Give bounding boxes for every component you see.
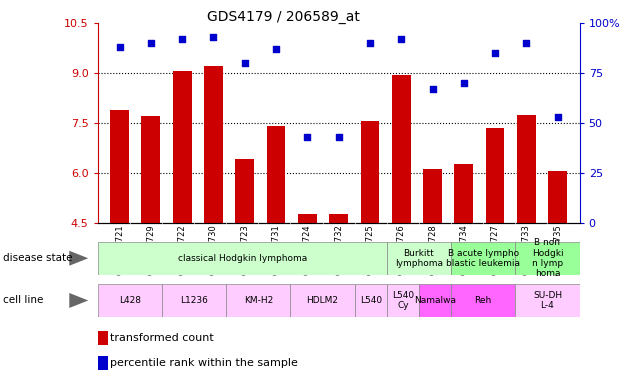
Bar [98,356,108,370]
Bar [355,284,387,317]
Bar [454,164,473,223]
Point [177,36,187,42]
Bar [226,284,290,317]
Bar [290,284,355,317]
Text: L540
Cy: L540 Cy [392,291,414,310]
Bar [236,159,254,223]
Bar [387,284,419,317]
Bar [548,171,567,223]
Bar [173,71,192,223]
Bar [451,284,515,317]
Polygon shape [69,251,88,266]
Point [239,60,249,66]
Bar [419,284,451,317]
Text: B acute lympho
blastic leukemia: B acute lympho blastic leukemia [446,248,520,268]
Bar [329,214,348,223]
Polygon shape [69,293,88,308]
Bar [451,242,515,275]
Text: cell line: cell line [3,295,43,306]
Point [490,50,500,56]
Text: disease state: disease state [3,253,72,263]
Bar [98,331,108,345]
Text: KM-H2: KM-H2 [244,296,273,305]
Point [522,40,532,46]
Point [146,40,156,46]
Point [553,114,563,120]
Bar [515,242,580,275]
Point [365,40,375,46]
Text: SU-DH
L-4: SU-DH L-4 [533,291,562,310]
Bar [142,116,160,223]
Text: transformed count: transformed count [110,333,214,343]
Bar [298,214,317,223]
Point [271,46,281,52]
Bar [98,284,162,317]
Bar [162,284,226,317]
Text: HDLM2: HDLM2 [307,296,338,305]
Text: percentile rank within the sample: percentile rank within the sample [110,358,297,368]
Point [459,80,469,86]
Bar [515,284,580,317]
Text: L540: L540 [360,296,382,305]
Point [334,134,344,140]
Text: classical Hodgkin lymphoma: classical Hodgkin lymphoma [178,254,307,263]
Bar [266,126,285,223]
Bar [486,128,505,223]
Bar [204,66,223,223]
Bar [423,169,442,223]
Point [302,134,312,140]
Bar [392,74,411,223]
Bar [517,114,536,223]
Point [428,86,438,92]
Point [115,44,125,50]
Text: B non
Hodgki
n lymp
homa: B non Hodgki n lymp homa [532,238,563,278]
Text: L1236: L1236 [180,296,208,305]
Bar [387,242,451,275]
Bar [110,109,129,223]
Text: GDS4179 / 206589_at: GDS4179 / 206589_at [207,10,360,23]
Point [396,36,406,42]
Text: Burkitt
lymphoma: Burkitt lymphoma [395,248,443,268]
Point [209,34,219,40]
Bar [98,242,387,275]
Text: Reh: Reh [474,296,492,305]
Text: Namalwa: Namalwa [414,296,456,305]
Text: L428: L428 [119,296,140,305]
Bar [360,121,379,223]
